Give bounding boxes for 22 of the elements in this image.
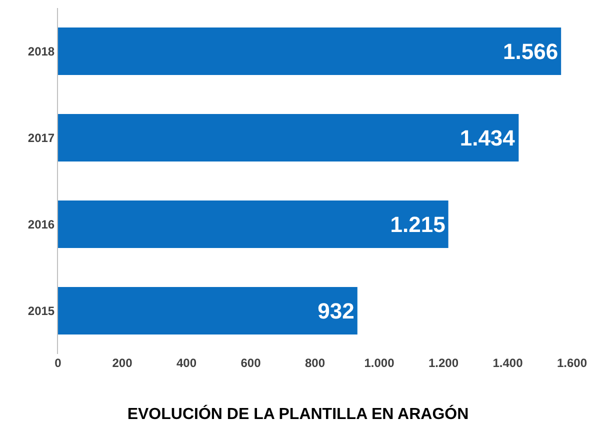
bar bbox=[58, 200, 448, 248]
bar bbox=[58, 286, 358, 335]
x-tick-label: 200 bbox=[112, 356, 133, 370]
x-tick-label: 400 bbox=[176, 356, 197, 370]
x-tick-label: 800 bbox=[304, 356, 326, 370]
y-tick-label: 2017 bbox=[28, 130, 55, 145]
x-tick-label: 0 bbox=[54, 356, 62, 370]
data-label: 932 bbox=[318, 298, 354, 324]
data-label: 1.215 bbox=[390, 212, 446, 237]
bar bbox=[58, 27, 562, 76]
bar bbox=[58, 114, 519, 162]
y-tick-label: 2018 bbox=[28, 44, 55, 58]
text: EVOLUCIÓN DE LA PLANTILLA EN ARAGÓN bbox=[127, 404, 469, 424]
x-tick-label: 1.000 bbox=[364, 356, 395, 370]
x-tick-label: 1.600 bbox=[556, 356, 588, 370]
x-tick-label: 1.400 bbox=[492, 356, 524, 370]
x-tick-label: 1.200 bbox=[428, 356, 459, 370]
y-tick-label: 2016 bbox=[28, 217, 55, 232]
x-tick-label: 600 bbox=[240, 356, 262, 370]
data-label: 1.566 bbox=[503, 38, 558, 64]
data-label: 1.434 bbox=[460, 125, 516, 150]
y-tick-label: 2015 bbox=[28, 304, 55, 318]
